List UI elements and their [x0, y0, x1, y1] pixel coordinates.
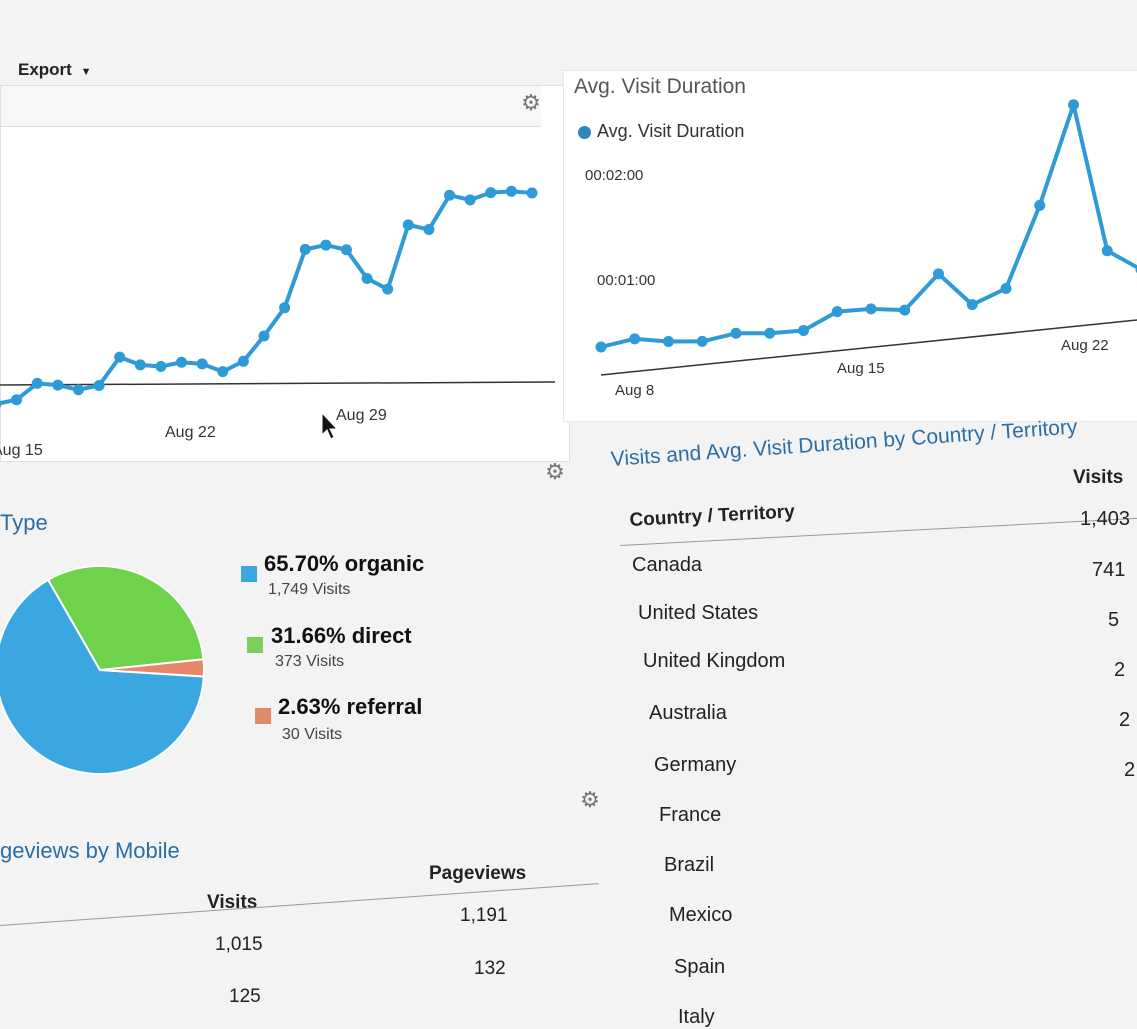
visits-data-point[interactable]: [259, 331, 270, 342]
x-tick-label: Aug 29: [336, 407, 387, 424]
visits-data-point[interactable]: [73, 384, 84, 395]
country-name-cell: United Kingdom: [643, 650, 785, 673]
visits-data-point[interactable]: [114, 352, 125, 363]
x-tick-label: Aug 8: [615, 382, 654, 399]
x-tick-label: Aug 15: [837, 360, 885, 377]
legend-swatch-direct: [247, 637, 263, 653]
visits-data-point[interactable]: [176, 357, 187, 368]
visits-data-point[interactable]: [362, 273, 373, 284]
avg-visit-data-point[interactable]: [596, 341, 607, 352]
x-tick-label: Aug 22: [165, 424, 216, 441]
legend-referral-label: 2.63% referral: [278, 694, 422, 720]
avg-visit-line-chart: 00:02:00 00:01:00 Aug 8 Aug 15 Aug 22: [563, 70, 1137, 420]
visits-data-point[interactable]: [155, 361, 166, 372]
avg-visit-data-point[interactable]: [1102, 245, 1113, 256]
visits-data-point[interactable]: [320, 240, 331, 251]
country-name-cell: United States: [638, 602, 758, 625]
avg-visit-data-point[interactable]: [731, 328, 742, 339]
y-tick-label: 00:02:00: [585, 167, 643, 184]
visits-data-point[interactable]: [32, 378, 43, 389]
visits-data-point[interactable]: [0, 399, 2, 410]
visits-data-point[interactable]: [217, 366, 228, 377]
country-visits-cell: 2: [1114, 659, 1125, 682]
country-visits-cell: 2: [1119, 709, 1130, 732]
avg-visit-data-point[interactable]: [697, 336, 708, 347]
visits-data-point[interactable]: [465, 194, 476, 205]
export-label: Export: [18, 60, 72, 79]
country-name-cell: Brazil: [664, 854, 714, 877]
mobile-pageviews-cell: 132: [474, 958, 506, 980]
visits-data-point[interactable]: [403, 219, 414, 230]
country-name-cell: Germany: [654, 754, 736, 777]
x-tick-label: Aug 15: [0, 442, 43, 459]
avg-visit-data-point[interactable]: [967, 299, 978, 310]
avg-visit-data-point[interactable]: [663, 336, 674, 347]
mobile-visits-cell: 1,015: [215, 934, 263, 956]
mobile-table-title: geviews by Mobile: [0, 838, 180, 864]
y-tick-label: 00:01:00: [597, 272, 655, 289]
visits-data-point[interactable]: [444, 190, 455, 201]
country-name-cell: Italy: [678, 1006, 715, 1029]
avg-visit-data-point[interactable]: [866, 303, 877, 314]
visits-data-point[interactable]: [423, 224, 434, 235]
legend-referral-visits: 30 Visits: [282, 726, 342, 744]
mobile-header-pageviews: Pageviews: [429, 863, 526, 885]
visits-data-point[interactable]: [238, 356, 249, 367]
gear-icon[interactable]: ⚙: [575, 785, 605, 815]
traffic-type-pie: [0, 560, 220, 780]
legend-organic-label: 65.70% organic: [264, 551, 424, 577]
country-visits-cell: 2: [1124, 759, 1135, 782]
legend-organic-visits: 1,749 Visits: [268, 581, 350, 599]
avg-visit-data-point[interactable]: [899, 305, 910, 316]
mobile-visits-cell: 125: [229, 986, 261, 1008]
country-name-cell: Mexico: [669, 904, 732, 927]
avg-visit-data-point[interactable]: [933, 268, 944, 279]
country-table-title: Visits and Avg. Visit Duration by Countr…: [610, 415, 1078, 472]
country-header-name: Country / Territory: [629, 501, 795, 532]
visits-data-point[interactable]: [197, 358, 208, 369]
country-visits-cell: 5: [1108, 609, 1119, 632]
visits-x-axis: [0, 382, 555, 385]
visits-data-point[interactable]: [485, 187, 496, 198]
x-tick-label: Aug 22: [1061, 337, 1109, 354]
country-name-cell: Spain: [674, 956, 725, 979]
country-visits-cell: 1,403: [1080, 508, 1130, 531]
country-name-cell: Australia: [649, 702, 727, 725]
visits-data-point[interactable]: [279, 302, 290, 313]
avg-visit-data-point[interactable]: [1001, 283, 1012, 294]
visits-data-point[interactable]: [382, 284, 393, 295]
avg-visit-data-point[interactable]: [1034, 200, 1045, 211]
visits-data-point[interactable]: [527, 188, 538, 199]
visits-data-point[interactable]: [94, 380, 105, 391]
export-button[interactable]: Export ▼: [18, 60, 91, 80]
mobile-pageviews-cell: 1,191: [460, 905, 508, 927]
chevron-down-icon: ▼: [81, 66, 92, 78]
mobile-header-divider: [0, 883, 599, 926]
country-name-cell: France: [659, 804, 721, 827]
visits-data-point[interactable]: [52, 380, 63, 391]
legend-direct-visits: 373 Visits: [275, 653, 344, 671]
avg-visit-data-point[interactable]: [1068, 99, 1079, 110]
legend-direct-label: 31.66% direct: [271, 623, 412, 649]
traffic-type-title: Type: [0, 510, 48, 536]
avg-visit-data-point[interactable]: [798, 325, 809, 336]
visits-series-line: [0, 191, 532, 404]
avg-visit-data-point[interactable]: [764, 328, 775, 339]
legend-swatch-organic: [241, 566, 257, 582]
visits-data-point[interactable]: [506, 186, 517, 197]
legend-swatch-referral: [255, 708, 271, 724]
gear-icon[interactable]: ⚙: [540, 457, 570, 487]
country-visits-cell: 741: [1092, 559, 1125, 582]
visits-data-point[interactable]: [135, 359, 146, 370]
visits-data-point[interactable]: [341, 244, 352, 255]
country-name-cell: Canada: [632, 554, 702, 577]
visits-data-point[interactable]: [300, 244, 311, 255]
visits-data-point[interactable]: [11, 394, 22, 405]
avg-visit-data-point[interactable]: [832, 306, 843, 317]
country-header-visits: Visits: [1073, 467, 1123, 489]
avg-visit-data-point[interactable]: [629, 333, 640, 344]
mouse-cursor-icon: [322, 413, 337, 439]
visits-line-chart: Aug 15 Aug 22 Aug 29: [0, 85, 568, 460]
